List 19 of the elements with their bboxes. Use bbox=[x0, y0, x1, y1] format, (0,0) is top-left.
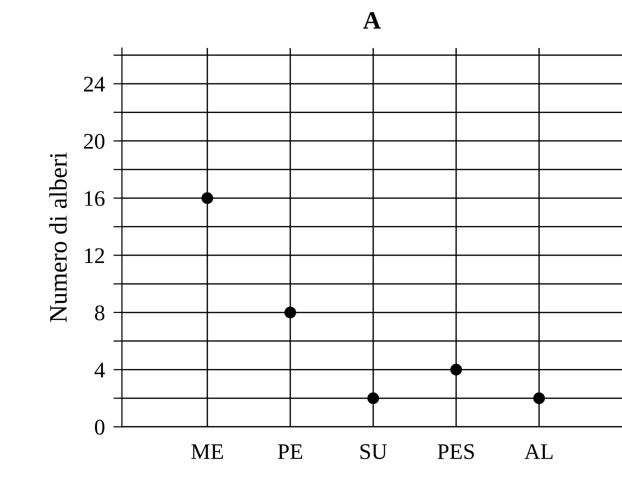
y-tick-label: 4 bbox=[94, 362, 105, 378]
point bbox=[450, 364, 462, 376]
x-tick-label: ME bbox=[191, 444, 223, 459]
y-tick-label: 12 bbox=[84, 248, 104, 263]
point bbox=[201, 192, 214, 204]
x-tick-label: SU bbox=[360, 444, 387, 460]
y-tick-label: 0 bbox=[94, 420, 104, 435]
chart-title: A bbox=[363, 12, 381, 29]
point bbox=[284, 306, 296, 318]
x-tick-label: PES bbox=[438, 444, 474, 460]
point bbox=[533, 392, 545, 404]
y-tick-label: 20 bbox=[84, 134, 104, 149]
y-tick-label: 16 bbox=[84, 191, 105, 206]
point bbox=[367, 392, 380, 404]
y-tick-label: 8 bbox=[94, 305, 104, 320]
x-tick-label: AL bbox=[524, 444, 553, 459]
y-tick-label: 24 bbox=[84, 76, 105, 92]
y-axis-title: Numero di alberi bbox=[49, 152, 67, 322]
x-tick-label: PE bbox=[278, 444, 302, 459]
